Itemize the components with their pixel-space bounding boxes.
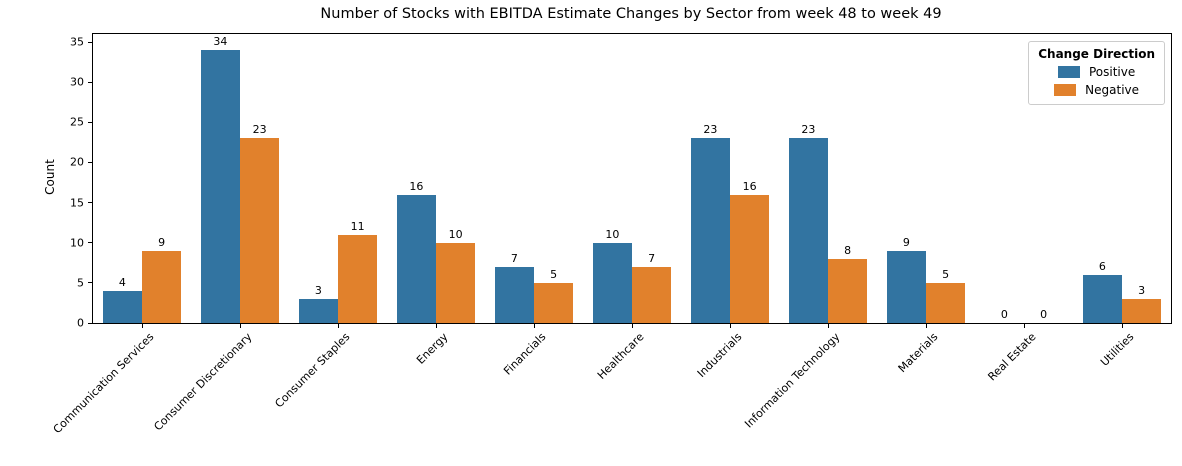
- bar-negative: [534, 282, 574, 323]
- bar-value-label: 11: [350, 219, 365, 233]
- y-tick-mark: [88, 322, 92, 324]
- y-tick-mark: [88, 161, 92, 163]
- x-tick-mark: [435, 324, 437, 328]
- bar-negative: [730, 194, 770, 323]
- legend-swatch-negative: [1054, 84, 1077, 96]
- bar-negative: [1122, 298, 1162, 323]
- x-tick-mark: [827, 324, 829, 328]
- y-tick-label: 10: [70, 236, 84, 250]
- legend-item-label: Negative: [1085, 83, 1140, 97]
- bar-positive: [102, 290, 142, 323]
- bar-value-label: 23: [801, 123, 816, 137]
- y-tick-label: 20: [70, 155, 84, 169]
- bar-negative: [436, 242, 476, 323]
- bar-negative: [338, 234, 378, 323]
- bar-value-label: 5: [550, 267, 558, 281]
- bar-value-label: 16: [742, 179, 757, 193]
- bar-value-label: 6: [1098, 259, 1106, 273]
- bar-value-label: 8: [844, 243, 852, 257]
- bar-value-label: 3: [314, 283, 322, 297]
- bar-negative: [828, 258, 868, 323]
- legend-item-negative: Negative: [1038, 83, 1155, 97]
- legend-item-label: Positive: [1088, 65, 1136, 79]
- y-tick-mark: [88, 242, 92, 244]
- bar-value-label: 4: [118, 275, 126, 289]
- y-tick-label: 25: [70, 115, 84, 129]
- y-tick-label: 30: [70, 75, 84, 89]
- bar-negative: [632, 266, 672, 323]
- legend-items: Positive Negative: [1038, 65, 1155, 97]
- legend-swatch-positive: [1057, 66, 1080, 78]
- plot-area: Change Direction Positive Negative 0 5 10 15…: [51, 33, 1172, 436]
- bar-positive: [396, 194, 436, 323]
- bar-negative: [926, 282, 966, 323]
- bar-value-label: 0: [1000, 308, 1008, 321]
- y-tick-label: 35: [70, 35, 84, 49]
- bar-value-label: 3: [1138, 283, 1146, 297]
- x-tick-mark: [1121, 324, 1123, 328]
- y-axis-label: Count: [43, 159, 57, 195]
- y-tick-mark: [88, 202, 92, 204]
- bar-value-label: 16: [409, 179, 424, 193]
- x-tick-mark: [631, 324, 633, 328]
- bar-value-label: 0: [1040, 308, 1048, 321]
- bar-value-label: 9: [158, 235, 166, 249]
- legend-item-positive: Positive: [1038, 65, 1155, 79]
- x-tick-mark: [729, 324, 731, 328]
- bar-value-label: 7: [648, 251, 656, 265]
- y-tick-mark: [88, 121, 92, 123]
- bar-value-label: 5: [942, 267, 950, 281]
- chart-title: Number of Stocks with EBITDA Estimate Ch…: [320, 6, 942, 22]
- bar-negative: [240, 138, 280, 323]
- bar-value-label: 23: [252, 123, 267, 137]
- bar-positive: [1082, 274, 1122, 323]
- bar-negative: [142, 250, 182, 323]
- legend-title: Change Direction: [1038, 47, 1155, 61]
- y-tick-label: 15: [70, 196, 84, 210]
- bar-value-label: 23: [703, 123, 718, 137]
- bar-positive: [494, 266, 534, 323]
- bar-positive: [200, 50, 240, 323]
- bar-value-label: 34: [213, 35, 228, 49]
- bar-positive: [788, 138, 828, 323]
- x-tick-mark: [533, 324, 535, 328]
- x-tick-mark: [1023, 324, 1025, 328]
- y-tick-label: 5: [77, 276, 84, 290]
- x-tick-mark: [337, 324, 339, 328]
- y-tick-label: 0: [77, 316, 84, 330]
- bar-positive: [592, 242, 632, 323]
- x-tick-mark: [141, 324, 143, 328]
- y-tick-mark: [88, 282, 92, 284]
- y-tick-mark: [88, 41, 92, 43]
- bar-positive: [886, 250, 926, 323]
- bar-value-label: 10: [448, 227, 463, 241]
- bar-value-label: 9: [902, 235, 910, 249]
- x-tick-mark: [239, 324, 241, 328]
- bar-positive: [690, 138, 730, 323]
- bar-positive: [298, 298, 338, 323]
- y-tick-mark: [88, 81, 92, 83]
- x-tick-mark: [925, 324, 927, 328]
- bar-value-label: 7: [510, 251, 518, 265]
- legend: Change Direction Positive Negative: [1028, 41, 1165, 105]
- x-tick-label: Utilities: [1098, 330, 1137, 369]
- bar-value-label: 10: [605, 227, 620, 241]
